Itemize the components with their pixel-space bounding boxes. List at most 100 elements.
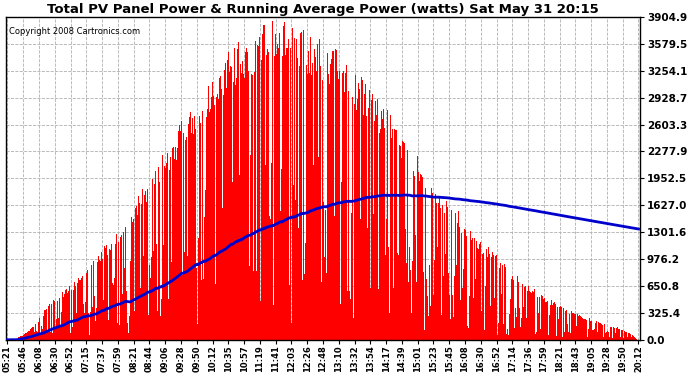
Bar — [525, 286, 526, 340]
Bar — [557, 304, 558, 340]
Bar — [354, 105, 355, 340]
Bar — [575, 314, 576, 340]
Bar — [37, 332, 38, 340]
Bar — [192, 122, 193, 340]
Bar — [33, 327, 34, 340]
Bar — [155, 171, 156, 340]
Bar — [284, 22, 285, 340]
Bar — [261, 238, 262, 340]
Bar — [484, 330, 485, 340]
Bar — [308, 51, 309, 340]
Bar — [323, 202, 324, 340]
Bar — [452, 294, 453, 340]
Bar — [256, 271, 257, 340]
Bar — [373, 278, 374, 340]
Bar — [627, 337, 628, 340]
Bar — [628, 332, 629, 340]
Bar — [275, 34, 276, 340]
Bar — [181, 122, 182, 340]
Bar — [265, 303, 266, 340]
Bar — [179, 125, 180, 340]
Bar — [550, 304, 551, 340]
Bar — [555, 303, 556, 340]
Bar — [77, 283, 78, 340]
Bar — [235, 84, 236, 340]
Bar — [526, 333, 527, 340]
Bar — [237, 49, 238, 340]
Bar — [120, 237, 121, 340]
Bar — [380, 129, 381, 340]
Bar — [16, 339, 17, 340]
Bar — [182, 275, 183, 340]
Bar — [547, 301, 548, 340]
Bar — [533, 290, 534, 340]
Bar — [556, 336, 557, 340]
Bar — [168, 172, 169, 340]
Bar — [211, 97, 212, 340]
Bar — [172, 165, 173, 340]
Bar — [365, 84, 366, 340]
Bar — [538, 313, 539, 340]
Bar — [534, 289, 535, 340]
Bar — [505, 274, 506, 340]
Bar — [367, 228, 368, 340]
Bar — [477, 248, 478, 340]
Bar — [159, 182, 160, 340]
Bar — [44, 310, 45, 340]
Bar — [337, 238, 338, 340]
Bar — [240, 64, 241, 340]
Bar — [573, 336, 574, 340]
Bar — [471, 240, 472, 340]
Bar — [514, 328, 515, 340]
Bar — [59, 298, 60, 340]
Bar — [108, 320, 109, 340]
Bar — [357, 99, 358, 340]
Bar — [242, 61, 243, 340]
Bar — [576, 326, 577, 340]
Bar — [482, 254, 483, 340]
Bar — [589, 318, 590, 340]
Bar — [518, 282, 519, 340]
Bar — [445, 254, 446, 340]
Bar — [145, 197, 146, 340]
Bar — [48, 304, 49, 340]
Bar — [197, 324, 198, 340]
Bar — [109, 249, 110, 340]
Bar — [343, 88, 344, 340]
Bar — [336, 50, 337, 340]
Bar — [335, 48, 336, 340]
Bar — [122, 294, 123, 340]
Bar — [154, 184, 155, 340]
Bar — [519, 308, 520, 340]
Bar — [84, 314, 85, 340]
Bar — [570, 333, 571, 340]
Bar — [107, 255, 108, 340]
Bar — [332, 51, 333, 340]
Bar — [36, 331, 37, 340]
Bar — [162, 155, 163, 340]
Bar — [632, 335, 633, 340]
Bar — [43, 334, 44, 340]
Bar — [531, 293, 532, 340]
Bar — [129, 316, 130, 340]
Bar — [502, 265, 503, 340]
Bar — [299, 66, 300, 340]
Bar — [462, 288, 463, 340]
Bar — [169, 170, 170, 340]
Bar — [89, 335, 90, 340]
Bar — [408, 141, 409, 340]
Bar — [316, 71, 317, 340]
Bar — [304, 274, 305, 340]
Bar — [617, 327, 618, 340]
Bar — [478, 249, 479, 340]
Bar — [601, 324, 602, 340]
Bar — [310, 37, 311, 340]
Bar — [436, 203, 437, 340]
Bar — [467, 326, 468, 340]
Bar — [289, 285, 290, 340]
Bar — [581, 317, 582, 340]
Bar — [567, 324, 568, 340]
Bar — [616, 328, 617, 340]
Bar — [612, 338, 613, 340]
Bar — [244, 78, 245, 340]
